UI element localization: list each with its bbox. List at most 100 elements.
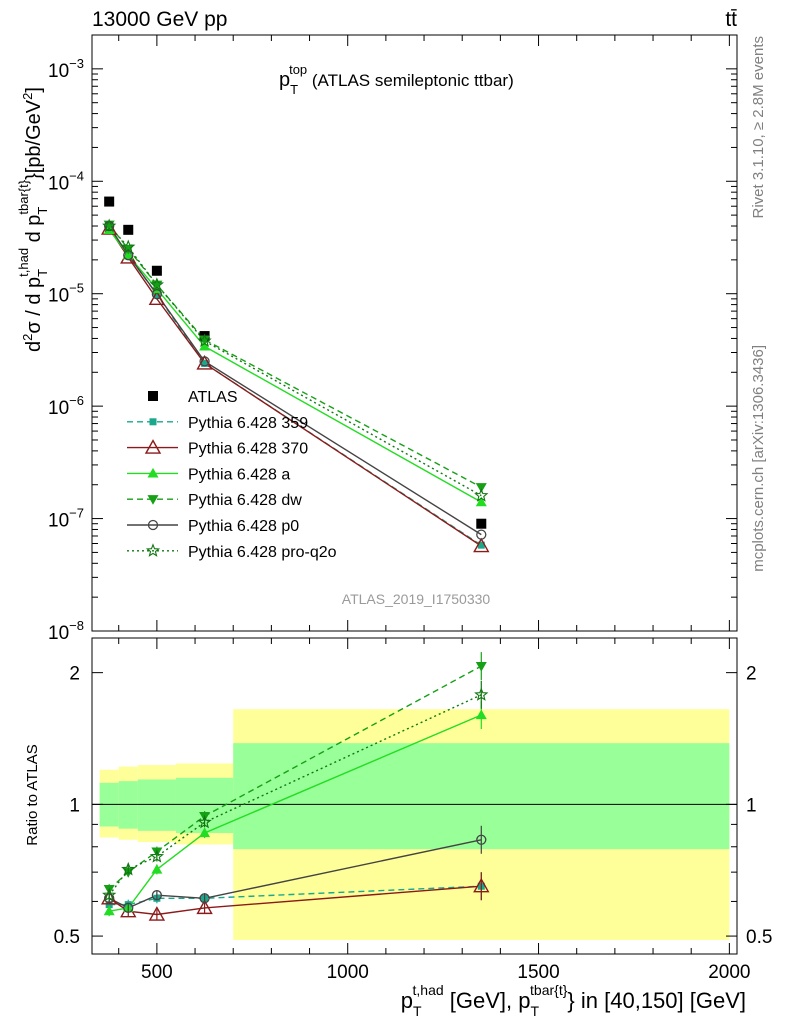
ratio-y-tick-label-right: 2 bbox=[746, 664, 757, 685]
main-point bbox=[197, 333, 212, 348]
main-point bbox=[121, 239, 136, 254]
main-point bbox=[201, 359, 209, 367]
ratio-point bbox=[123, 902, 134, 914]
ratio-point bbox=[474, 687, 489, 701]
main-point bbox=[476, 529, 487, 540]
main-y-tick-label: 10−3 bbox=[48, 56, 84, 82]
ratio-point bbox=[473, 877, 490, 893]
main-point bbox=[475, 496, 487, 507]
ratio-band-inner bbox=[137, 779, 176, 831]
main-series-line bbox=[108, 229, 482, 503]
legend-label: Pythia 6.428 dw bbox=[188, 492, 302, 509]
ratio-y-axis-label: Ratio to ATLAS bbox=[24, 744, 41, 845]
ratio-point bbox=[199, 893, 210, 904]
ratio-point bbox=[475, 709, 487, 720]
analysis-watermark: ATLAS_2019_I1750330 bbox=[342, 591, 491, 607]
main-point bbox=[123, 250, 134, 261]
ratio-x-tick-label: 1500 bbox=[517, 962, 559, 983]
main-point bbox=[473, 537, 490, 553]
legend: ATLAS Pythia 6.428 359 Pythia 6.428 370 Pyt… bbox=[127, 389, 337, 561]
ratio-frame bbox=[91, 637, 738, 955]
main-point bbox=[199, 340, 211, 351]
main-point bbox=[103, 220, 115, 231]
main-point bbox=[153, 291, 161, 299]
legend-label: Pythia 6.428 a bbox=[188, 466, 290, 483]
main-point bbox=[122, 249, 134, 260]
legend-label: Pythia 6.428 pro-q2o bbox=[188, 544, 337, 561]
main-marks bbox=[100, 196, 490, 553]
main-y-tick-label: 10−8 bbox=[48, 618, 84, 644]
ratio-panel: 0.5 0.5 1 1 2 2 500 1000 1500 2000 Ratio to ATLA… bbox=[24, 637, 773, 1019]
ratio-series-line bbox=[108, 694, 482, 896]
ratio-y-tick-label-left: 0.5 bbox=[54, 927, 80, 948]
ratio-y-tick-label-right: 1 bbox=[746, 795, 757, 816]
main-point bbox=[476, 518, 487, 529]
main-point bbox=[151, 289, 163, 300]
mcplots-label: mcplots.cern.ch [arXiv:1306.3436] bbox=[750, 345, 767, 572]
main-point bbox=[474, 488, 489, 502]
ratio-x-tick-label: 2000 bbox=[708, 962, 750, 983]
ratio-band-inner bbox=[118, 781, 138, 829]
main-point bbox=[151, 265, 162, 276]
x-axis-label: pTt,had [GeV], pTtbar{t}} in [40,150] [G… bbox=[401, 982, 746, 1019]
ratio-point bbox=[199, 827, 211, 838]
ratio-x-tick-label: 1000 bbox=[327, 962, 369, 983]
legend-marker bbox=[147, 467, 159, 478]
ratio-point bbox=[476, 834, 487, 845]
main-point bbox=[123, 224, 134, 235]
legend-label: Pythia 6.428 p0 bbox=[188, 518, 299, 535]
ratio-y-tick-label-left: 1 bbox=[69, 795, 80, 816]
legend-label: ATLAS bbox=[188, 389, 238, 406]
main-point bbox=[475, 483, 487, 493]
main-point bbox=[199, 356, 210, 367]
main-title: pTtop (ATLAS semileptonic ttbar) bbox=[279, 62, 514, 97]
ratio-point bbox=[105, 901, 113, 909]
ratio-point bbox=[197, 814, 212, 829]
header-right: tt̄ bbox=[725, 8, 737, 31]
ratio-point bbox=[148, 906, 166, 921]
main-y-tick-labels: 10−8 10−7 10−6 10−5 10−4 10−3 bbox=[48, 56, 84, 644]
main-y-axis-label: d2σ / d pTt,had d pTtbar{t}}[pb/GeV2] bbox=[16, 87, 50, 352]
main-panel: 10−8 10−7 10−6 10−5 10−4 10−3 pTtop (ATLAS se… bbox=[16, 34, 738, 644]
main-y-tick-label: 10−7 bbox=[48, 506, 84, 532]
ratio-marks bbox=[100, 652, 490, 921]
ratio-x-tick-labels: 500 1000 1500 2000 bbox=[141, 962, 750, 983]
main-point bbox=[199, 335, 211, 346]
ratio-y-tick-labels: 0.5 0.5 1 1 2 2 bbox=[54, 664, 773, 948]
main-y-tick-label: 10−6 bbox=[48, 393, 84, 419]
legend-marker bbox=[148, 391, 158, 401]
ratio-point bbox=[103, 905, 115, 916]
ratio-point bbox=[151, 863, 163, 874]
main-series-line bbox=[108, 224, 482, 488]
header-left: 13000 GeV pp bbox=[92, 8, 227, 31]
ratio-x-tick-label: 500 bbox=[141, 962, 173, 983]
main-frame bbox=[91, 34, 738, 632]
ratio-point bbox=[196, 899, 213, 915]
ratio-point bbox=[475, 661, 487, 672]
legend-marker bbox=[147, 519, 159, 531]
ratio-point bbox=[149, 849, 165, 863]
main-point bbox=[477, 541, 485, 549]
rivet-label: Rivet 3.1.10, ≥ 2.8M events bbox=[750, 36, 767, 219]
ratio-y-tick-label-left: 2 bbox=[69, 664, 80, 685]
ratio-bands bbox=[99, 709, 730, 940]
main-ticks bbox=[92, 34, 737, 632]
main-series-line bbox=[108, 225, 482, 536]
legend-marker bbox=[144, 439, 162, 454]
main-y-tick-label: 10−4 bbox=[48, 168, 84, 194]
main-point bbox=[104, 196, 115, 207]
ratio-y-tick-label-right: 0.5 bbox=[746, 927, 772, 948]
legend-marker bbox=[145, 543, 161, 557]
main-point bbox=[149, 277, 165, 291]
legend-marker bbox=[147, 495, 159, 505]
legend-marker bbox=[149, 418, 157, 426]
main-point bbox=[196, 354, 213, 370]
ratio-point bbox=[121, 861, 136, 876]
main-y-tick-label: 10−5 bbox=[48, 281, 84, 307]
ratio-point bbox=[100, 889, 118, 905]
ratio-ticks bbox=[92, 638, 737, 954]
ratio-point bbox=[151, 890, 163, 901]
main-point bbox=[148, 290, 166, 306]
